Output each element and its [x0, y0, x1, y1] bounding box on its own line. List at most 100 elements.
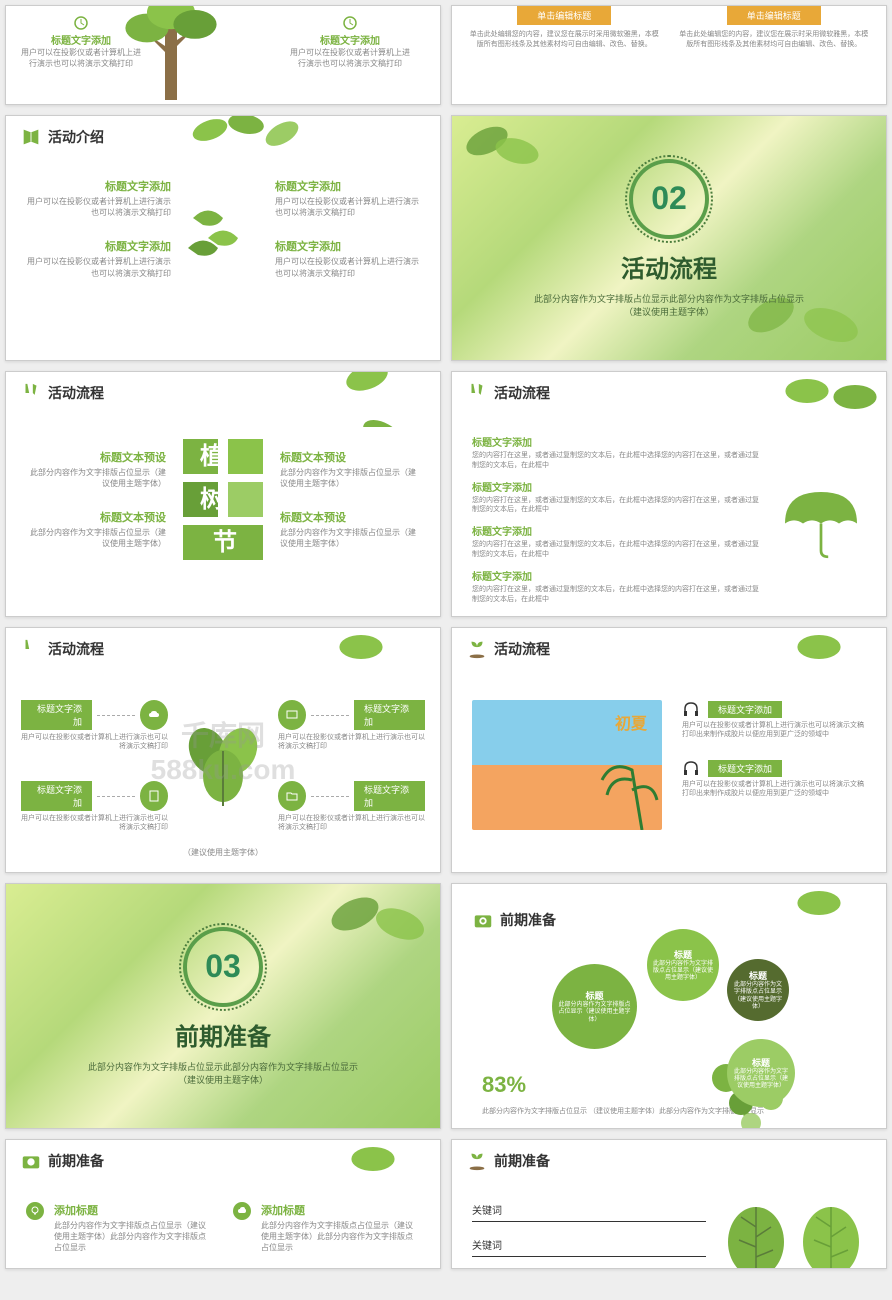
leaf-decoration — [325, 1139, 441, 1195]
s1-right-text: 用户可以在投影仪或者计算机上进行演示也可以将演示文稿打印 — [290, 47, 410, 69]
folder-icon — [278, 781, 306, 811]
sprout-icon — [466, 638, 488, 660]
screen-icon — [278, 700, 306, 730]
slide-title-text: 前期准备 — [500, 910, 556, 930]
slide-12-prep: 前期准备 关键词 关键词 关键词 — [451, 1139, 887, 1269]
leaf-decoration — [771, 627, 887, 683]
s7-item-1: 标题文字添加 用户可以在投影仪或者计算机上进行演示也可以将演示文稿打印 — [21, 781, 168, 832]
keyword-0: 关键词 — [472, 1202, 706, 1222]
slide-title-text: 活动流程 — [494, 639, 550, 659]
slide-title-text: 活动介绍 — [48, 127, 104, 147]
s3-item-3: 标题文字添加用户可以在投影仪或者计算机上进行演示也可以将演示文稿打印 — [275, 238, 420, 278]
s1-left-text: 用户可以在投影仪或者计算机上进行演示也可以将演示文稿打印 — [21, 47, 141, 69]
book-icon — [20, 126, 42, 148]
leaf-decoration — [325, 371, 441, 427]
umbrella-icon — [776, 474, 866, 564]
slide-title-text: 前期准备 — [48, 1151, 104, 1171]
s3-item-1: 标题文字添加用户可以在投影仪或者计算机上进行演示也可以将演示文稿打印 — [275, 178, 420, 218]
s5-item-0: 标题文本预设此部分内容作为文字排版占位显示（建议使用主题字体） — [26, 449, 166, 489]
summer-image: 初夏 — [472, 700, 662, 830]
wreath-number: 02 — [629, 159, 709, 239]
arbor-day-icon: 植树节 — [178, 434, 268, 564]
bubble: 标题此部分内容作为文字排版点占位显示（建议使用主题字体） — [647, 929, 719, 1001]
s6-item-1: 标题文字添加您的内容打在这里，或者通过复制您的文本后，在此框中选择您的内容打在这… — [472, 479, 761, 516]
section-title: 前期准备 — [88, 1017, 358, 1052]
section-subtitle: 此部分内容作为文字排版占位显示此部分内容作为文字排版占位显示 （建议使用主题字体… — [88, 1060, 358, 1086]
svg-text:树: 树 — [200, 486, 224, 513]
s11-item-1: 添加标题此部分内容作为文字排版点占位显示（建议使用主题字体）此部分内容作为文字排… — [233, 1202, 420, 1254]
s7-item-2: 标题文字添加 用户可以在投影仪或者计算机上进行演示也可以将演示文稿打印 — [278, 700, 425, 751]
leaf-image-2 — [796, 1202, 866, 1269]
slide-title-text: 活动流程 — [48, 383, 104, 403]
s6-item-3: 标题文字添加您的内容打在这里，或者通过复制您的文本后，在此框中选择您的内容打在这… — [472, 568, 761, 605]
slide-7-flow: 活动流程 标题文字添加 用户可以在投影仪或者计算机上进行演示也可以将演示文稿打印… — [5, 627, 441, 873]
s3-item-0: 标题文字添加用户可以在投影仪或者计算机上进行演示也可以将演示文稿打印 — [26, 178, 171, 218]
bubble: 标题此部分内容作为文字排版点占位显示（建议使用主题字体） — [727, 959, 789, 1021]
bubble: 标题此部分内容作为文字排版点占位显示（建议使用主题字体） — [727, 1039, 795, 1107]
bubble: 标题此部分内容作为文字排版点占位显示（建议使用主题字体） — [552, 964, 637, 1049]
leaf-decoration — [771, 371, 887, 427]
leaf-image-1 — [721, 1202, 791, 1269]
slide-4-section-2: 02 活动流程 此部分内容作为文字排版占位显示此部分内容作为文字排版占位显示 （… — [451, 115, 887, 361]
tools-icon — [20, 638, 42, 660]
edit-title-button[interactable]: 单击编辑标题 — [727, 6, 821, 25]
s2-text-2: 单击此处编辑您的内容，建议您在展示时采用微软雅黑，本模版所有图形线条及其他素材均… — [677, 30, 872, 50]
slide-8-flow: 活动流程 初夏 标题文字添加 用户可以在投影仪或者计算机上进行演示也可以将演示文… — [451, 627, 887, 873]
s1-left-block: 标题文字添加 用户可以在投影仪或者计算机上进行演示也可以将演示文稿打印 — [21, 16, 141, 69]
s5-item-1: 标题文本预设此部分内容作为文字排版占位显示（建议使用主题字体） — [280, 449, 420, 489]
sphere-icon — [136, 1238, 216, 1269]
birds-icon — [183, 193, 263, 263]
section-subtitle: 此部分内容作为文字排版占位显示此部分内容作为文字排版占位显示 （建议使用主题字体… — [534, 292, 804, 318]
percentage-value: 83% — [482, 1072, 526, 1098]
leaf-decoration — [325, 627, 441, 683]
slide-10-prep: 前期准备 83% 此部分内容作为文字排版占位显示 （建议使用主题字体）此部分内容… — [451, 883, 887, 1129]
file-icon — [140, 781, 168, 811]
s5-item-3: 标题文本预设此部分内容作为文字排版占位显示（建议使用主题字体） — [280, 509, 420, 549]
section-title: 活动流程 — [534, 249, 804, 284]
s6-item-0: 标题文字添加您的内容打在这里，或者通过复制您的文本后，在此框中选择您的内容打在这… — [472, 434, 761, 471]
slide-2: 单击编辑标题 单击此处编辑您的内容，建议您在展示时采用微软雅黑，本模版所有图形线… — [451, 5, 887, 105]
tools-icon — [20, 382, 42, 404]
clock-icon — [343, 16, 357, 30]
s7-item-3: 标题文字添加 用户可以在投影仪或者计算机上进行演示也可以将演示文稿打印 — [278, 781, 425, 832]
slide-6-flow: 活动流程 标题文字添加您的内容打在这里，或者通过复制您的文本后，在此框中选择您的… — [451, 371, 887, 617]
bulb-icon — [26, 1202, 44, 1220]
slide-3-intro: 活动介绍 标题文字添加用户可以在投影仪或者计算机上进行演示也可以将演示文稿打印 … — [5, 115, 441, 361]
slide-11-prep: 前期准备 添加标题此部分内容作为文字排版点占位显示（建议使用主题字体）此部分内容… — [5, 1139, 441, 1269]
footer-note: （建议使用主题字体） — [6, 847, 440, 858]
slide-title-text: 活动流程 — [494, 383, 550, 403]
s2-col-1: 单击编辑标题 单击此处编辑您的内容，建议您在展示时采用微软雅黑，本模版所有图形线… — [467, 6, 662, 50]
s6-item-2: 标题文字添加您的内容打在这里，或者通过复制您的文本后，在此框中选择您的内容打在这… — [472, 523, 761, 560]
svg-text:植: 植 — [200, 442, 224, 470]
edit-title-button[interactable]: 单击编辑标题 — [517, 6, 611, 25]
s1-right-title: 标题文字添加 — [290, 32, 410, 47]
s3-item-2: 标题文字添加用户可以在投影仪或者计算机上进行演示也可以将演示文稿打印 — [26, 238, 171, 278]
sprout-icon — [466, 1150, 488, 1172]
s7-item-0: 标题文字添加 用户可以在投影仪或者计算机上进行演示也可以将演示文稿打印 — [21, 700, 168, 751]
cloud-icon — [233, 1202, 251, 1220]
headphone-icon — [682, 700, 700, 718]
svg-text:节: 节 — [213, 529, 237, 556]
wreath-number: 03 — [183, 927, 263, 1007]
slide-1: 标题文字添加 用户可以在投影仪或者计算机上进行演示也可以将演示文稿打印 标题文字… — [5, 5, 441, 105]
slide-5-flow: 活动流程 标题文本预设此部分内容作为文字排版占位显示（建议使用主题字体） 标题文… — [5, 371, 441, 617]
s2-text-1: 单击此处编辑您的内容，建议您在展示时采用微软雅黑，本模版所有图形线条及其他素材均… — [467, 30, 662, 50]
headphone-icon — [682, 759, 700, 777]
cloud-icon — [140, 700, 168, 730]
plant-icon — [178, 721, 268, 811]
slide-9-section-3: 03 前期准备 此部分内容作为文字排版占位显示此部分内容作为文字排版占位显示 （… — [5, 883, 441, 1129]
s2-col-2: 单击编辑标题 单击此处编辑您的内容，建议您在展示时采用微软雅黑，本模版所有图形线… — [677, 6, 872, 50]
s8-item-1: 标题文字添加 用户可以在投影仪或者计算机上进行演示也可以将演示文稿打印出来制作成… — [682, 759, 866, 798]
s5-item-2: 标题文本预设此部分内容作为文字排版占位显示（建议使用主题字体） — [26, 509, 166, 549]
camera-icon — [20, 1150, 42, 1172]
clock-icon — [74, 16, 88, 30]
slide-title-text: 活动流程 — [48, 639, 104, 659]
tools-icon — [466, 382, 488, 404]
keyword-1: 关键词 — [472, 1237, 706, 1257]
s1-left-title: 标题文字添加 — [21, 32, 141, 47]
s1-right-block: 标题文字添加 用户可以在投影仪或者计算机上进行演示也可以将演示文稿打印 — [290, 16, 410, 69]
slide-title-text: 前期准备 — [494, 1151, 550, 1171]
s8-item-0: 标题文字添加 用户可以在投影仪或者计算机上进行演示也可以将演示文稿打印出来制作成… — [682, 700, 866, 739]
leaf-decoration — [186, 115, 306, 161]
camera-icon — [472, 909, 494, 931]
